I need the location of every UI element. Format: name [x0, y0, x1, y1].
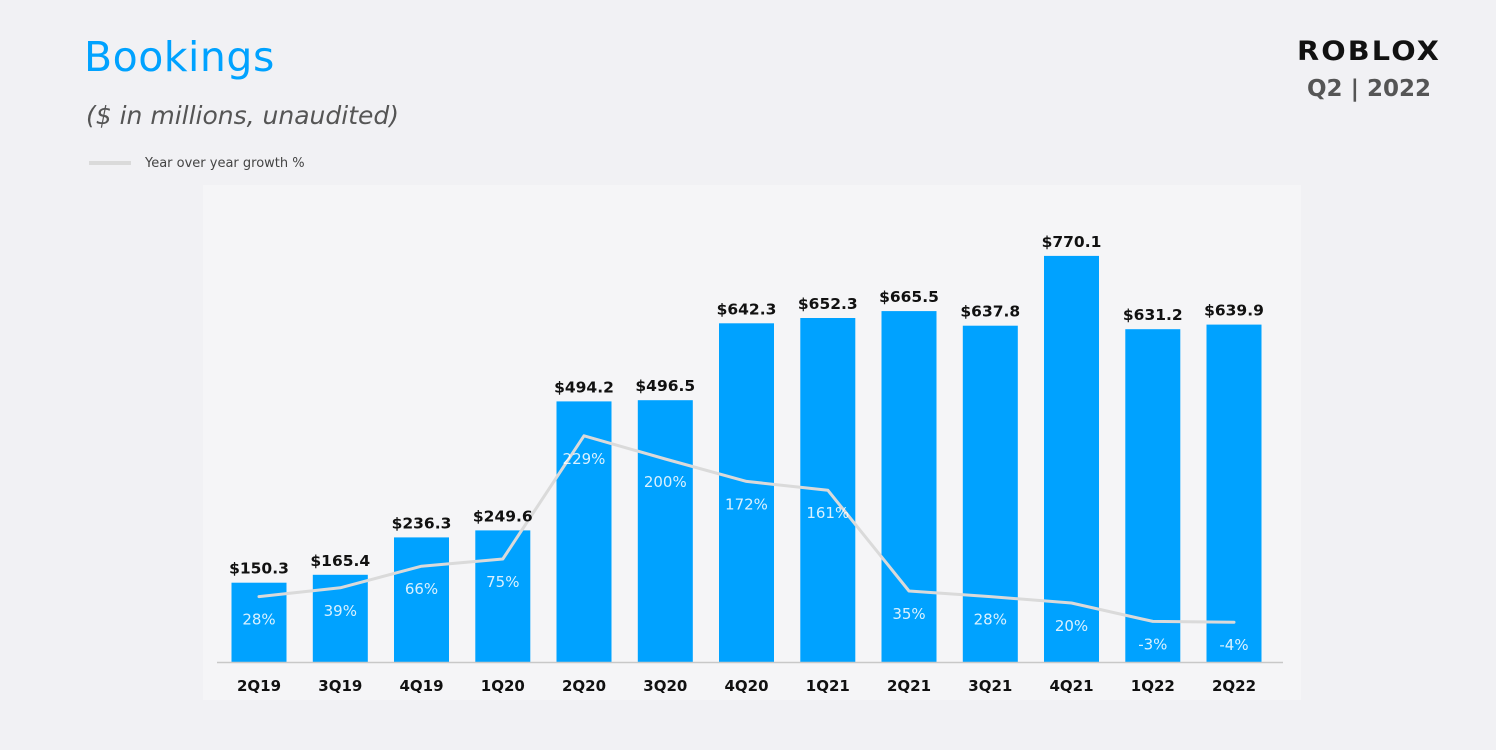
bar-4Q19: [394, 537, 449, 662]
growth-label-1Q21: 161%: [806, 504, 849, 522]
bar-value-label-1Q21: $652.3: [798, 295, 858, 313]
bar-value-label-1Q20: $249.6: [473, 507, 533, 525]
bar-value-label-3Q21: $637.8: [960, 303, 1020, 321]
category-label-2Q20: 2Q20: [562, 677, 606, 695]
bar-4Q21: [1044, 255, 1099, 662]
bar-value-label-2Q21: $665.5: [879, 288, 939, 306]
bar-value-label-1Q22: $631.2: [1123, 306, 1183, 324]
bar-2Q21: [881, 311, 937, 662]
growth-label-2Q19: 28%: [242, 611, 275, 629]
bar-value-label-2Q19: $150.3: [229, 560, 289, 578]
bar-1Q20: [475, 530, 531, 662]
bar-value-label-4Q21: $770.1: [1042, 233, 1102, 251]
category-label-4Q21: 4Q21: [1049, 677, 1093, 695]
page-title: Bookings: [84, 33, 275, 81]
category-label-3Q21: 3Q21: [968, 677, 1012, 695]
legend-line-swatch: [89, 161, 131, 165]
growth-label-1Q22: -3%: [1138, 635, 1167, 653]
growth-label-3Q19: 39%: [324, 602, 357, 620]
category-label-1Q22: 1Q22: [1131, 677, 1175, 695]
bar-value-label-2Q20: $494.2: [554, 378, 614, 396]
bookings-chart: $150.3 2Q19 28% $165.4 3Q19 39% $236.3 4Q19 66% $…: [217, 233, 1283, 695]
bar-value-label-2Q22: $639.9: [1204, 302, 1264, 320]
page-subtitle: ($ in millions, unaudited): [86, 101, 400, 130]
bar-3Q21: [962, 325, 1018, 662]
category-label-1Q20: 1Q20: [481, 677, 525, 695]
bars: [217, 255, 1283, 664]
bar-4Q20: [719, 323, 774, 662]
bar-2Q20: [556, 401, 612, 662]
legend: Year over year growth %: [89, 153, 305, 173]
category-label-1Q21: 1Q21: [806, 677, 850, 695]
category-label-2Q19: 2Q19: [237, 677, 281, 695]
bar-value-label-4Q19: $236.3: [392, 514, 452, 532]
category-label-2Q21: 2Q21: [887, 677, 931, 695]
chart-panel: $150.3 2Q19 28% $165.4 3Q19 39% $236.3 4Q19 66% $…: [203, 185, 1301, 700]
growth-label-3Q21: 28%: [974, 611, 1007, 629]
growth-label-2Q21: 35%: [892, 605, 925, 623]
growth-label-2Q20: 229%: [563, 450, 606, 468]
bar-3Q20: [637, 400, 693, 662]
category-label-4Q20: 4Q20: [724, 677, 768, 695]
growth-label-4Q19: 66%: [405, 580, 438, 598]
roblox-logo: ROBLOX: [1297, 37, 1441, 63]
bar-2Q22: [1206, 324, 1262, 662]
category-label-2Q22: 2Q22: [1212, 677, 1256, 695]
growth-label-4Q21: 20%: [1055, 617, 1088, 635]
roblox-logo-text: ROBLOX: [1297, 37, 1441, 63]
category-label-3Q19: 3Q19: [318, 677, 362, 695]
category-label-4Q19: 4Q19: [399, 677, 443, 695]
bar-value-label-3Q19: $165.4: [310, 552, 370, 570]
growth-label-1Q20: 75%: [486, 573, 519, 591]
legend-label: Year over year growth %: [145, 155, 305, 171]
bar-1Q22: [1125, 329, 1181, 662]
bar-value-label-3Q20: $496.5: [635, 377, 695, 395]
labels: $150.3 2Q19 28% $165.4 3Q19 39% $236.3 4Q19 66% $…: [229, 233, 1264, 695]
growth-label-4Q20: 172%: [725, 495, 768, 513]
growth-label-2Q22: -4%: [1219, 636, 1248, 654]
growth-label-3Q20: 200%: [644, 473, 687, 491]
quarter-label: Q2 | 2022: [1307, 76, 1431, 102]
growth-line: [257, 434, 1236, 624]
category-label-3Q20: 3Q20: [643, 677, 687, 695]
growth-line-group: [257, 434, 1236, 624]
bar-value-label-4Q20: $642.3: [717, 300, 777, 318]
